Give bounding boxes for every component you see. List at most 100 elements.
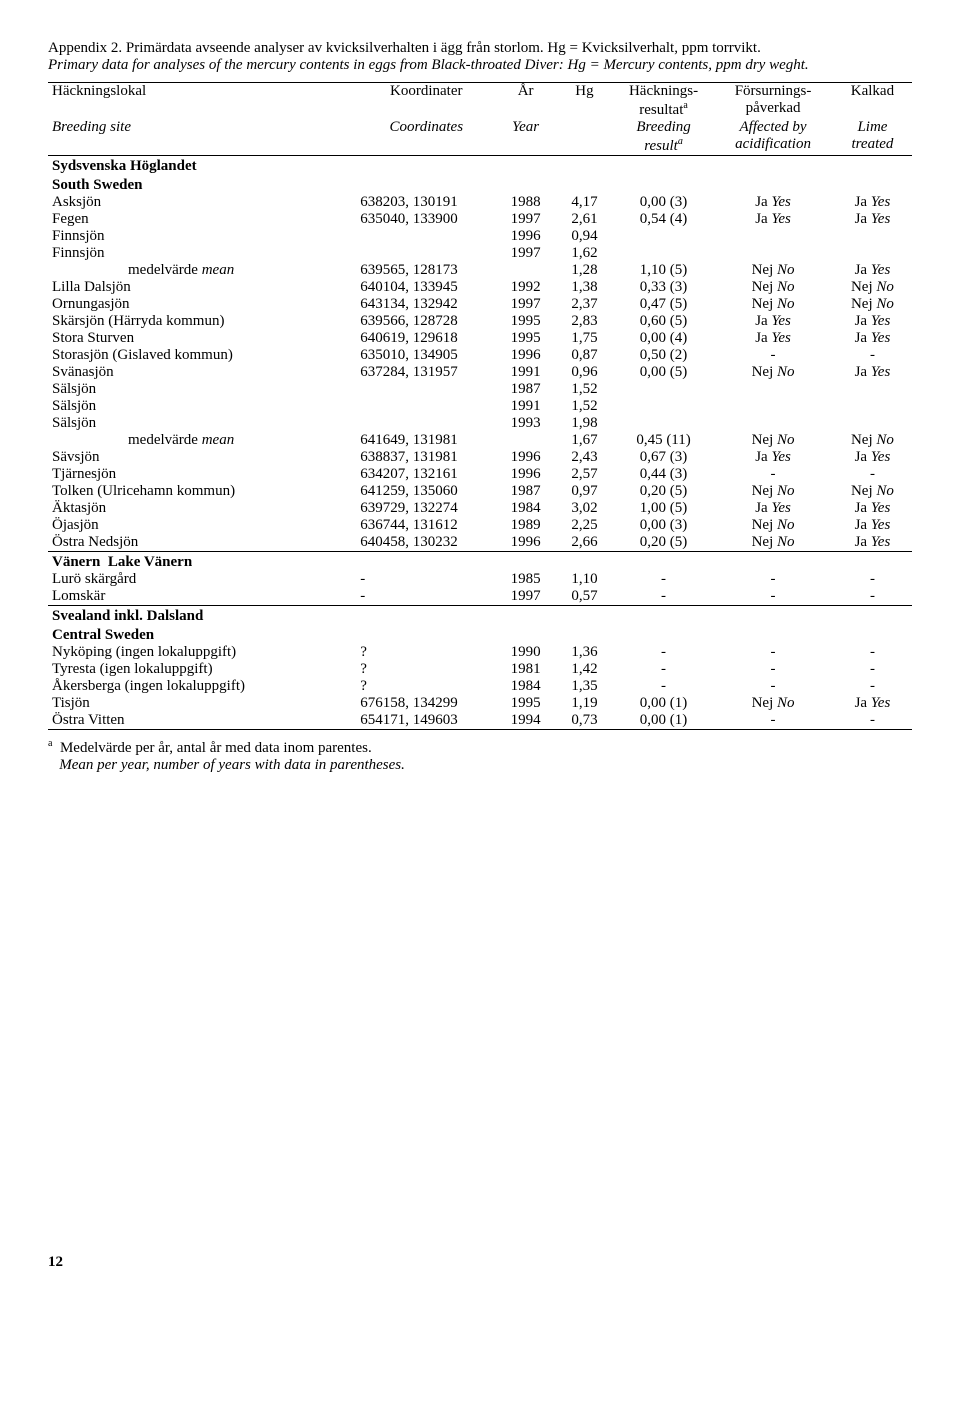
title-english: Primary data for analyses of the mercury… <box>48 57 912 74</box>
cell-hg: 1,42 <box>555 661 614 678</box>
cell-breed: 0,45 (11) <box>614 432 713 449</box>
cell-lime: - <box>833 678 912 695</box>
cell-coord: 638837, 131981 <box>356 449 496 466</box>
cell-site: Svänasjön <box>48 364 356 381</box>
cell-coord: 640619, 129618 <box>356 330 496 347</box>
table-row: Tjärnesjön634207, 13216119962,570,44 (3)… <box>48 466 912 483</box>
hdr-lime-sv: Kalkad <box>833 83 912 120</box>
cell-breed: 0,20 (5) <box>614 534 713 552</box>
hdr-lime-en: Limetreated <box>833 119 912 156</box>
cell-hg: 0,73 <box>555 712 614 730</box>
cell-hg: 1,10 <box>555 571 614 588</box>
cell-year: 1997 <box>496 211 555 228</box>
table-row: Finnsjön19971,62 <box>48 245 912 262</box>
cell-site: Tolken (Ulricehamn kommun) <box>48 483 356 500</box>
cell-acid: Nej No <box>713 364 833 381</box>
table-row: Fegen635040, 13390019972,610,54 (4)Ja Ye… <box>48 211 912 228</box>
table-row: Sälsjön19871,52 <box>48 381 912 398</box>
cell-lime: - <box>833 571 912 588</box>
cell-breed: 1,00 (5) <box>614 500 713 517</box>
cell-breed: 0,50 (2) <box>614 347 713 364</box>
cell-coord: 635040, 133900 <box>356 211 496 228</box>
table-row: Sälsjön19931,98 <box>48 415 912 432</box>
cell-lime <box>833 245 912 262</box>
cell-site: Skärsjön (Härryda kommun) <box>48 313 356 330</box>
cell-year: 1995 <box>496 695 555 712</box>
hdr-hg-sv: Hg <box>555 83 614 120</box>
cell-lime: - <box>833 644 912 661</box>
table-row: medelvärde mean641649, 1319811,670,45 (1… <box>48 432 912 449</box>
cell-coord: 636744, 131612 <box>356 517 496 534</box>
cell-year: 1996 <box>496 534 555 552</box>
cell-coord: 635010, 134905 <box>356 347 496 364</box>
page-number: 12 <box>48 1254 912 1271</box>
cell-year: 1996 <box>496 449 555 466</box>
cell-lime: Ja Yes <box>833 449 912 466</box>
hdr-site-sv: Häckningslokal <box>48 83 356 120</box>
section-header-sv: Svealand inkl. Dalsland <box>48 606 912 626</box>
hdr-acid-sv: Försurnings-påverkad <box>713 83 833 120</box>
cell-site: Åkersberga (ingen lokaluppgift) <box>48 678 356 695</box>
cell-acid: Ja Yes <box>713 194 833 211</box>
cell-site: Sävsjön <box>48 449 356 466</box>
cell-acid <box>713 381 833 398</box>
cell-acid: Nej No <box>713 517 833 534</box>
section-header: Vänern Lake Vänern <box>48 552 912 572</box>
appendix-title: Appendix 2. Primärdata avseende analyser… <box>48 40 912 74</box>
cell-hg: 1,35 <box>555 678 614 695</box>
table-row: Östra Vitten654171, 14960319940,730,00 (… <box>48 712 912 730</box>
cell-breed: - <box>614 588 713 606</box>
cell-acid <box>713 228 833 245</box>
cell-acid: - <box>713 712 833 730</box>
cell-coord: 676158, 134299 <box>356 695 496 712</box>
cell-hg: 2,83 <box>555 313 614 330</box>
cell-year <box>496 262 555 279</box>
cell-acid: Ja Yes <box>713 330 833 347</box>
table-row: Tisjön676158, 13429919951,190,00 (1)Nej … <box>48 695 912 712</box>
cell-lime: Ja Yes <box>833 364 912 381</box>
footnote-en: Mean per year, number of years with data… <box>59 757 405 773</box>
table-row: Finnsjön19960,94 <box>48 228 912 245</box>
cell-site: Tyresta (igen lokaluppgift) <box>48 661 356 678</box>
cell-breed <box>614 381 713 398</box>
cell-breed <box>614 415 713 432</box>
table-header: Häckningslokal Koordinater År Hg Häcknin… <box>48 83 912 156</box>
section-header-en: Central Sweden <box>48 625 912 644</box>
cell-site: Äktasjön <box>48 500 356 517</box>
cell-coord: 638203, 130191 <box>356 194 496 211</box>
hdr-breed-en: Breedingresulta <box>614 119 713 156</box>
cell-coord: 641259, 135060 <box>356 483 496 500</box>
cell-breed <box>614 228 713 245</box>
cell-acid: - <box>713 466 833 483</box>
cell-year: 1990 <box>496 644 555 661</box>
cell-year: 1993 <box>496 415 555 432</box>
data-table: Häckningslokal Koordinater År Hg Häcknin… <box>48 82 912 730</box>
cell-breed: 0,20 (5) <box>614 483 713 500</box>
cell-lime <box>833 415 912 432</box>
cell-site: Sälsjön <box>48 398 356 415</box>
cell-acid <box>713 245 833 262</box>
cell-lime: Nej No <box>833 279 912 296</box>
cell-breed: 0,33 (3) <box>614 279 713 296</box>
hdr-site-en: Breeding site <box>48 119 356 156</box>
cell-acid <box>713 398 833 415</box>
cell-lime: Nej No <box>833 296 912 313</box>
cell-coord: 637284, 131957 <box>356 364 496 381</box>
cell-lime: Ja Yes <box>833 500 912 517</box>
table-row: Stora Sturven640619, 12961819951,750,00 … <box>48 330 912 347</box>
cell-acid: Ja Yes <box>713 211 833 228</box>
cell-breed: 0,54 (4) <box>614 211 713 228</box>
hdr-year-sv: År <box>496 83 555 120</box>
cell-year: 1995 <box>496 313 555 330</box>
cell-breed: 0,60 (5) <box>614 313 713 330</box>
cell-coord: ? <box>356 644 496 661</box>
cell-coord <box>356 415 496 432</box>
table-row: Sävsjön638837, 13198119962,430,67 (3)Ja … <box>48 449 912 466</box>
hdr-coord-en: Coordinates <box>356 119 496 156</box>
cell-coord: - <box>356 588 496 606</box>
cell-coord <box>356 398 496 415</box>
table-row: Nyköping (ingen lokaluppgift)?19901,36--… <box>48 644 912 661</box>
cell-coord: 639565, 128173 <box>356 262 496 279</box>
cell-coord: ? <box>356 678 496 695</box>
cell-hg: 0,94 <box>555 228 614 245</box>
